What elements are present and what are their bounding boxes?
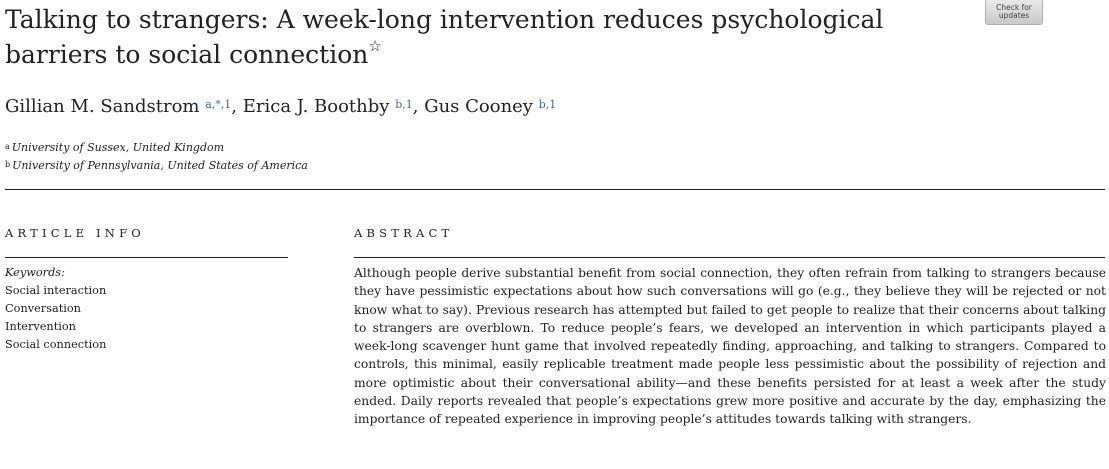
check-updates-label-line2: updates bbox=[998, 11, 1030, 20]
keyword-item: Intervention bbox=[5, 320, 76, 333]
author-affiliation-marks[interactable]: b,1 bbox=[395, 98, 413, 111]
abstract-heading: ABSTRACT bbox=[354, 226, 454, 240]
paper-title: Talking to strangers: A week-long interv… bbox=[5, 2, 965, 72]
author-separator: , bbox=[231, 96, 243, 117]
header-divider bbox=[5, 189, 1105, 190]
article-info-heading: ARTICLE INFO bbox=[5, 226, 145, 240]
author-separator: , bbox=[412, 96, 425, 117]
abstract-divider bbox=[354, 257, 1105, 258]
check-updates-label-line1: Check for bbox=[996, 3, 1032, 12]
keywords-label: Keywords: bbox=[5, 266, 65, 279]
keywords-block: Keywords: Social interaction Conversatio… bbox=[5, 264, 106, 354]
author-name: Erica J. Boothby bbox=[242, 96, 390, 117]
keyword-item: Social interaction bbox=[5, 284, 107, 297]
author-affiliation-marks[interactable]: a,*,1 bbox=[205, 98, 232, 111]
affiliation-item: b University of Pennsylvania, United Stat… bbox=[5, 157, 308, 175]
author-affiliation-marks[interactable]: b,1 bbox=[538, 98, 557, 111]
article-info-divider bbox=[5, 257, 288, 258]
abstract-text: Although people derive substantial benef… bbox=[354, 266, 1106, 427]
affiliation-text: University of Pennsylvania, United State… bbox=[12, 159, 308, 172]
check-for-updates-button[interactable]: Check for updates bbox=[985, 0, 1043, 25]
keyword-item: Social connection bbox=[5, 338, 107, 351]
affiliation-mark: a bbox=[5, 142, 10, 151]
affiliation-item: a University of Sussex, United Kingdom bbox=[5, 139, 308, 157]
author-name: Gillian M. Sandstrom bbox=[5, 96, 200, 117]
author-list: Gillian M. Sandstrom a,*,1, Erica J. Boo… bbox=[5, 94, 556, 120]
affiliation-text: University of Sussex, United Kingdom bbox=[11, 141, 225, 154]
author-name: Gus Cooney bbox=[424, 96, 533, 117]
paper-title-text: Talking to strangers: A week-long interv… bbox=[5, 5, 884, 69]
keyword-item: Conversation bbox=[5, 302, 81, 315]
affiliation-mark: b bbox=[5, 160, 11, 169]
title-footnote-mark[interactable]: ☆ bbox=[368, 37, 382, 55]
